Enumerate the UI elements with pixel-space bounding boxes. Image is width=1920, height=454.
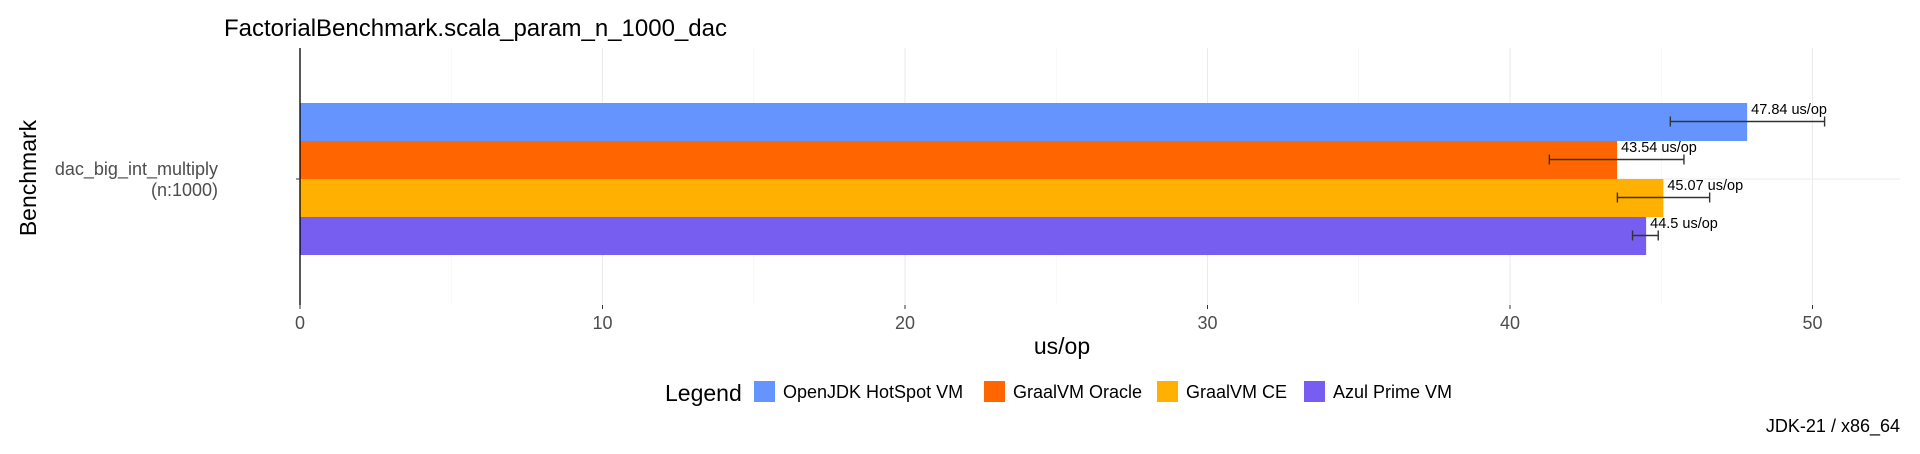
x-axis-title: us/op bbox=[1034, 333, 1090, 359]
legend-title: Legend bbox=[665, 380, 742, 406]
y-tick-label-line: (n:1000) bbox=[151, 180, 218, 200]
bar-value-labels: 47.84 us/op 43.54 us/op 45.07 us/op 44.5 us… bbox=[1621, 102, 1827, 232]
bars bbox=[300, 103, 1748, 255]
bar bbox=[300, 217, 1647, 255]
legend-label: GraalVM CE bbox=[1186, 382, 1287, 402]
legend-label: OpenJDK HotSpot VM bbox=[783, 382, 963, 402]
bar bbox=[300, 103, 1748, 141]
y-axis-ticks: dac_big_int_multiply (n:1000) bbox=[55, 159, 300, 200]
error-bars bbox=[1548, 116, 1826, 241]
x-tick-label: 20 bbox=[895, 313, 915, 333]
bar-value-label: 44.5 us/op bbox=[1650, 216, 1718, 232]
legend-swatch bbox=[1304, 381, 1325, 402]
legend-swatch bbox=[754, 381, 775, 402]
legend-label: Azul Prime VM bbox=[1333, 382, 1452, 402]
bar bbox=[300, 179, 1664, 217]
bar-value-label: 43.54 us/op bbox=[1621, 140, 1697, 156]
x-tick-label: 50 bbox=[1802, 313, 1822, 333]
bar bbox=[300, 141, 1618, 179]
legend-swatch bbox=[984, 381, 1005, 402]
legend-items: OpenJDK HotSpot VM GraalVM Oracle GraalVM … bbox=[754, 381, 1452, 402]
x-axis-ticks: 0 10 20 30 40 50 bbox=[295, 305, 1823, 333]
x-tick-label: 40 bbox=[1500, 313, 1520, 333]
chart-title: FactorialBenchmark.scala_param_n_1000_da… bbox=[224, 15, 727, 42]
legend-swatch bbox=[1157, 381, 1178, 402]
bar-value-label: 45.07 us/op bbox=[1667, 178, 1743, 194]
y-tick-label: dac_big_int_multiply (n:1000) bbox=[55, 159, 218, 200]
legend: Legend OpenJDK HotSpot VM GraalVM Oracle G… bbox=[665, 380, 1452, 406]
x-tick-label: 0 bbox=[295, 313, 305, 333]
y-axis-title: Benchmark bbox=[15, 119, 41, 236]
chart-caption: JDK-21 / x86_64 bbox=[1766, 416, 1900, 437]
x-tick-label: 10 bbox=[592, 313, 612, 333]
legend-label: GraalVM Oracle bbox=[1013, 382, 1142, 402]
y-tick-label-line: dac_big_int_multiply bbox=[55, 159, 218, 180]
x-tick-label: 30 bbox=[1197, 313, 1217, 333]
bar-value-label: 47.84 us/op bbox=[1751, 102, 1827, 118]
